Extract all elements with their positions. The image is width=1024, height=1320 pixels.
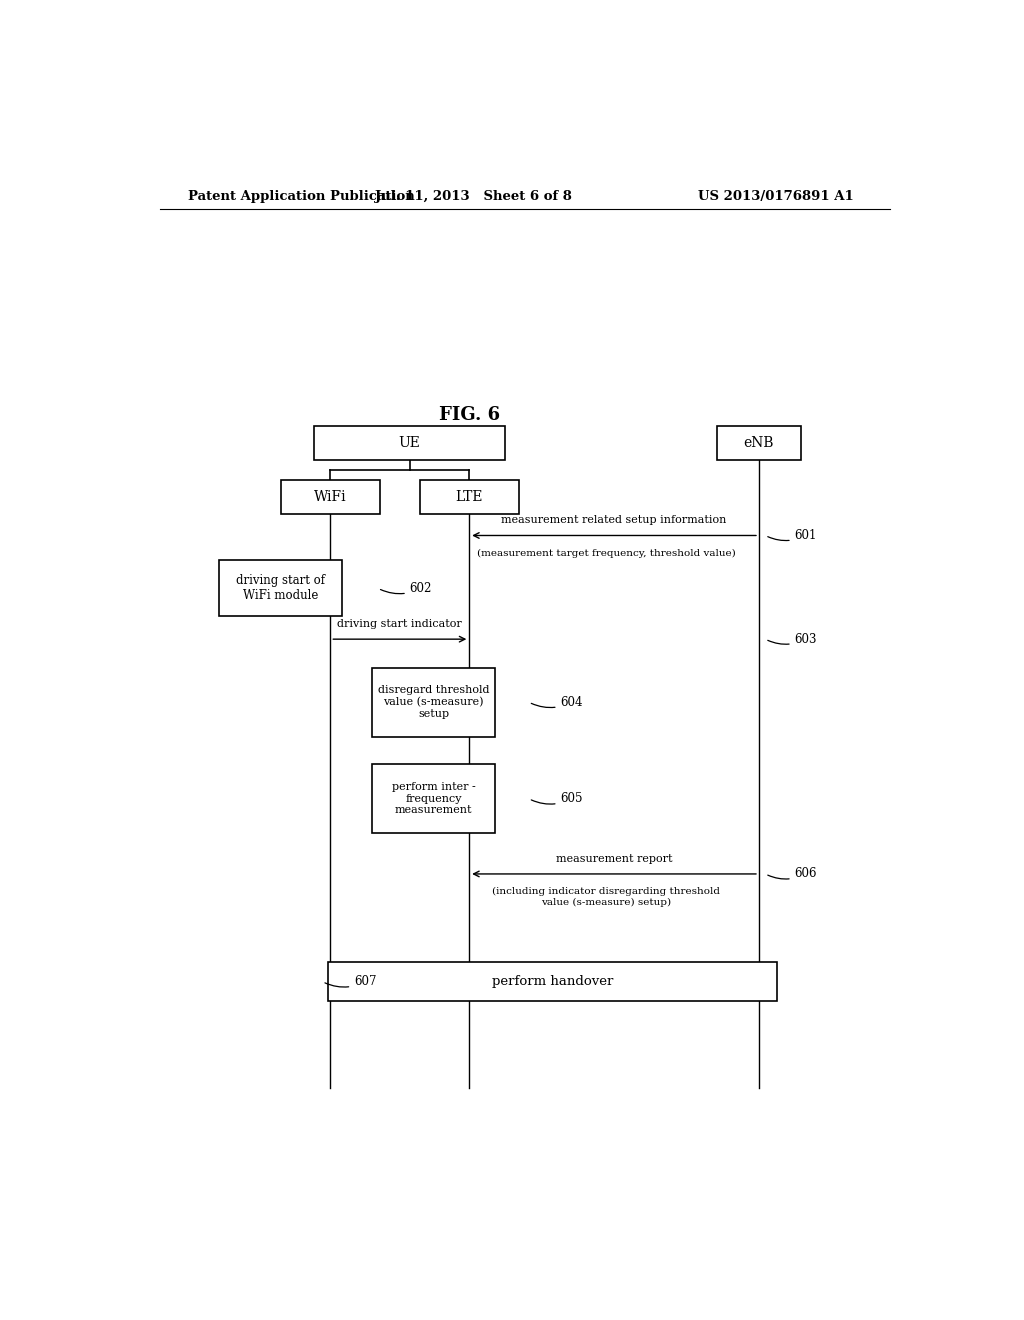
Bar	[329, 962, 777, 1001]
Text: disregard threshold
value (s-measure)
setup: disregard threshold value (s-measure) se…	[378, 685, 489, 719]
Bar	[420, 480, 519, 513]
Text: FIG. 6: FIG. 6	[438, 405, 500, 424]
Text: 602: 602	[381, 582, 432, 595]
Text: driving start of
WiFi module: driving start of WiFi module	[236, 574, 325, 602]
Text: 606: 606	[768, 867, 817, 880]
Text: (measurement target frequency, threshold value): (measurement target frequency, threshold…	[477, 549, 735, 558]
Bar	[717, 426, 801, 459]
Text: driving start indicator: driving start indicator	[338, 619, 462, 630]
Text: UE: UE	[398, 436, 421, 450]
Text: perform handover: perform handover	[492, 975, 613, 989]
Text: measurement related setup information: measurement related setup information	[502, 515, 727, 525]
Text: perform inter -
frequency
measurement: perform inter - frequency measurement	[391, 783, 475, 816]
Bar	[372, 668, 495, 737]
Text: eNB: eNB	[743, 436, 774, 450]
Text: measurement report: measurement report	[556, 854, 673, 863]
Text: 604: 604	[531, 696, 583, 709]
Bar	[219, 561, 342, 616]
Text: US 2013/0176891 A1: US 2013/0176891 A1	[698, 190, 854, 202]
Text: WiFi: WiFi	[314, 490, 347, 504]
Bar	[314, 426, 505, 459]
Text: 601: 601	[768, 529, 817, 543]
Bar	[372, 764, 495, 833]
Text: 605: 605	[531, 792, 583, 805]
Text: Patent Application Publication: Patent Application Publication	[187, 190, 415, 202]
Bar	[281, 480, 380, 513]
Text: Jul. 11, 2013   Sheet 6 of 8: Jul. 11, 2013 Sheet 6 of 8	[375, 190, 571, 202]
Text: 603: 603	[768, 632, 817, 645]
Text: (including indicator disregarding threshold
value (s-measure) setup): (including indicator disregarding thresh…	[493, 887, 720, 907]
Text: LTE: LTE	[456, 490, 483, 504]
Text: 607: 607	[325, 975, 377, 989]
